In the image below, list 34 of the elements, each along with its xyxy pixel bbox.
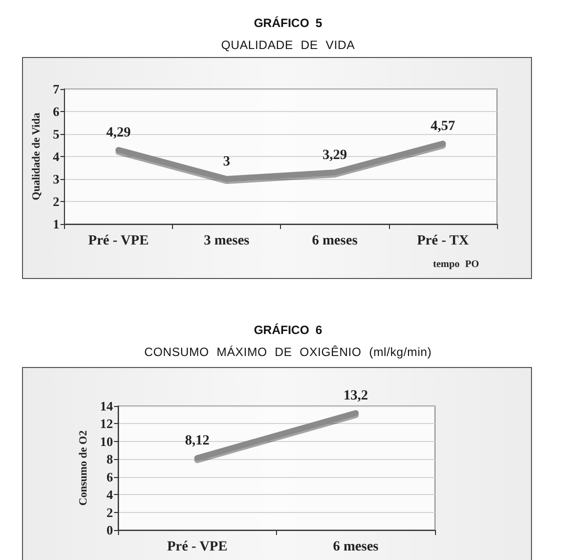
data-label: 4,57	[430, 119, 456, 134]
y-tick-label: 8	[106, 452, 114, 467]
y-axis-title: Consumo de O2	[78, 430, 90, 506]
y-axis-title: Qualidade de Vida	[30, 112, 42, 200]
x-tick-label: Pré - VPE	[167, 540, 228, 554]
y-tick-label: 3	[52, 172, 60, 186]
y-tick-label: 14	[100, 398, 114, 414]
x-tick-label: Pré - TX	[417, 234, 469, 248]
y-tick-label: 2	[106, 504, 113, 520]
y-tick-label: 4	[52, 149, 60, 164]
data-label: 4,29	[106, 125, 131, 140]
y-tick-label: 12	[100, 416, 113, 432]
x-tick-label: 6 meses	[312, 234, 358, 248]
x-tick-label: Pré - VPE	[88, 234, 149, 248]
chart-title: GRÁFICO 6	[252, 322, 324, 338]
y-tick-label: 7	[52, 82, 60, 96]
chart-subtitle: CONSUMO MÁXIMO DE OXIGÊNIO (ml/kg/min)	[143, 344, 433, 360]
y-tick-label: 1	[52, 216, 60, 232]
x-tick-label: 3 meses	[204, 234, 250, 248]
chart-subtitle: QUALIDADE DE VIDA	[220, 37, 356, 53]
y-tick-label: 6	[106, 469, 114, 484]
chart-title: GRÁFICO 5	[252, 15, 324, 31]
data-label: 3	[223, 154, 230, 170]
y-tick-label: 0	[106, 522, 113, 538]
y-tick-label: 6	[52, 104, 60, 119]
data-label: 8,12	[185, 434, 210, 449]
x-axis-title: tempo PO	[433, 259, 480, 271]
data-label: 3,29	[322, 148, 348, 163]
y-tick-label: 4	[106, 487, 114, 502]
y-tick-label: 5	[52, 126, 60, 142]
y-tick-label: 2	[52, 194, 60, 209]
y-tick-label: 10	[100, 434, 113, 449]
x-tick-label: 6 meses	[333, 540, 380, 554]
data-label: 13,2	[344, 388, 368, 404]
